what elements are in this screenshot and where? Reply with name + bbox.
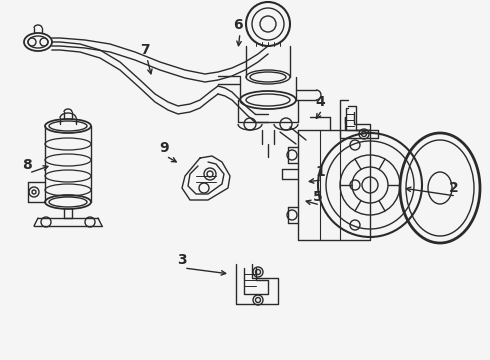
Text: 7: 7 xyxy=(140,43,150,57)
Text: 9: 9 xyxy=(159,141,169,155)
Text: 3: 3 xyxy=(177,253,187,267)
Text: 6: 6 xyxy=(233,18,243,32)
Text: 5: 5 xyxy=(313,190,323,204)
Text: 4: 4 xyxy=(315,95,325,109)
Text: 8: 8 xyxy=(22,158,32,172)
Text: 1: 1 xyxy=(315,165,325,179)
Text: 2: 2 xyxy=(449,181,459,195)
